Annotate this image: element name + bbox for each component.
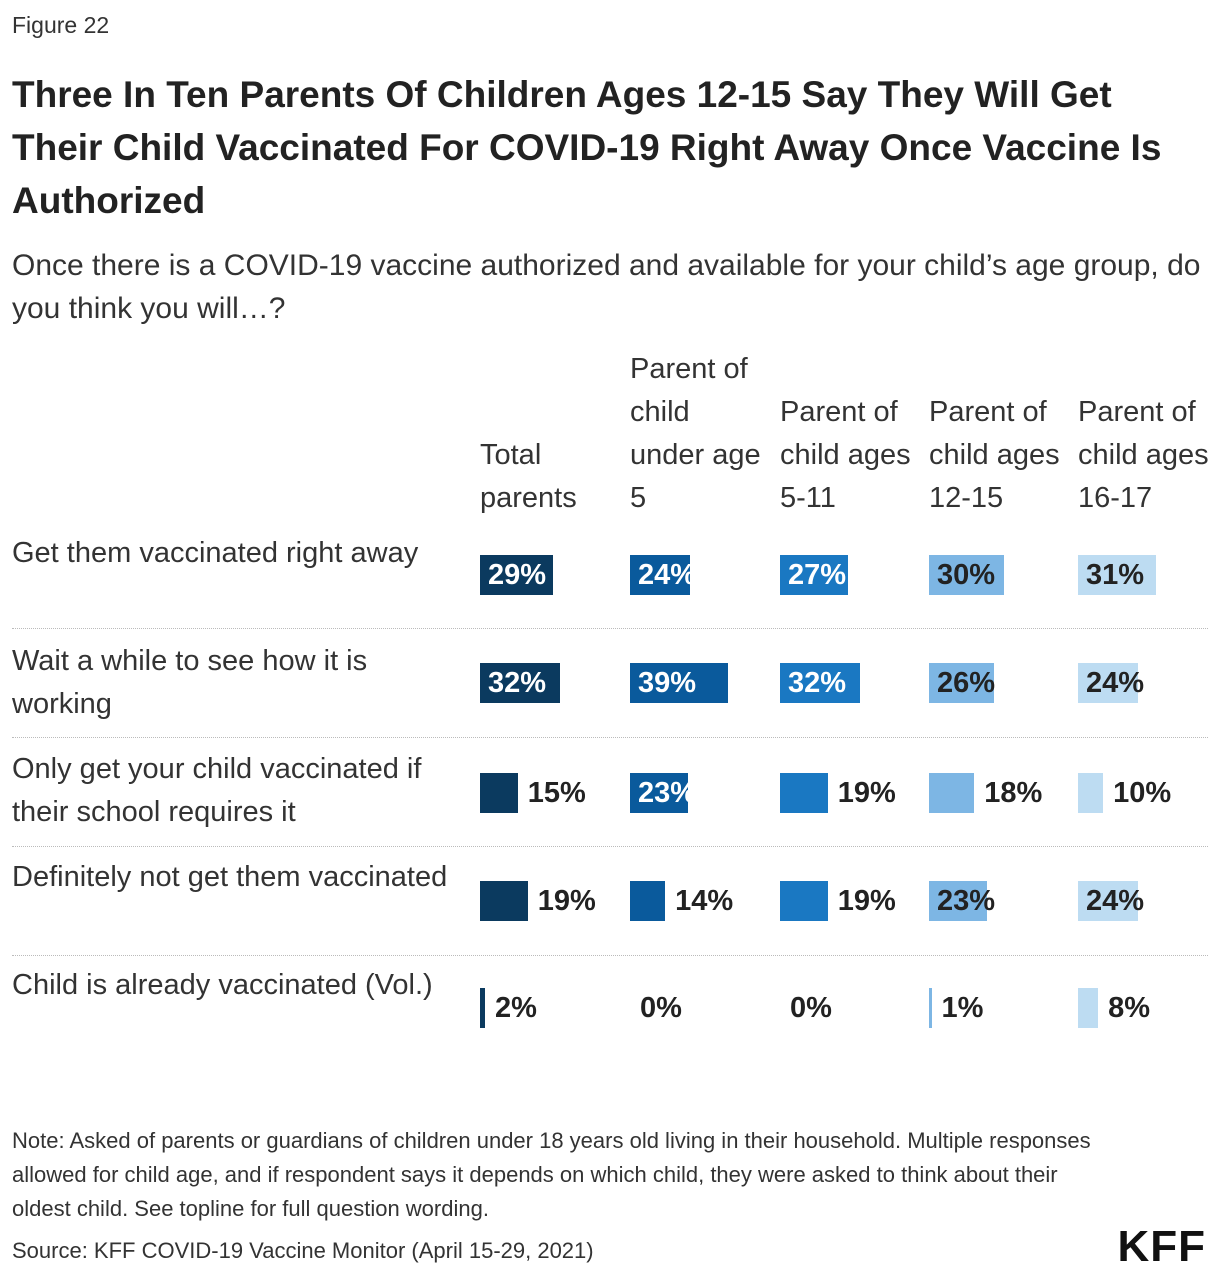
row-label: Child is already vaccinated (Vol.) xyxy=(12,969,433,1001)
bar xyxy=(1078,555,1156,595)
column-header-label: Parent of child ages 16-17 xyxy=(1078,396,1209,514)
bar xyxy=(929,988,932,1028)
bar xyxy=(1078,988,1099,1028)
bar-value-label: 32% xyxy=(788,667,847,699)
bar xyxy=(929,555,1005,595)
column-header-label: Parent of child ages 12-15 xyxy=(929,396,1060,514)
column-header: Parent of child ages 16-17 xyxy=(1078,350,1218,520)
bar-value-label: 14% xyxy=(675,885,734,917)
column-header-label: Total parents xyxy=(480,439,577,514)
bar xyxy=(480,988,486,1028)
bar-value-label: 15% xyxy=(527,777,586,809)
bar xyxy=(480,881,528,921)
bar xyxy=(630,663,728,703)
bar-value-label: 30% xyxy=(937,559,996,591)
bar xyxy=(1078,773,1104,813)
bar xyxy=(780,773,828,813)
bar xyxy=(480,555,553,595)
bar-value-label: 31% xyxy=(1086,559,1145,591)
row-divider xyxy=(12,737,1208,738)
row-label: Get them vaccinated right away xyxy=(12,537,419,569)
row-divider xyxy=(12,846,1208,847)
bar xyxy=(1078,881,1139,921)
bar xyxy=(780,663,861,703)
bar-value-label: 24% xyxy=(638,559,697,591)
chart-note: Note: Asked of parents or guardians of c… xyxy=(12,1128,1091,1221)
column-header: Parent of child ages 5-11 xyxy=(780,350,920,520)
bar-value-label: 27% xyxy=(788,559,847,591)
row-label: Only get your child vaccinated if their … xyxy=(12,753,422,828)
column-header-label: Parent of child ages 5-11 xyxy=(780,396,911,514)
bar xyxy=(780,555,848,595)
bar-value-label: 8% xyxy=(1108,992,1151,1024)
bar xyxy=(929,663,995,703)
bar-value-label: 19% xyxy=(537,885,596,917)
figure-label: Figure 22 xyxy=(12,12,110,38)
bar xyxy=(630,773,688,813)
bar xyxy=(929,773,975,813)
bar-value-label: 24% xyxy=(1086,667,1145,699)
bar-value-label: 19% xyxy=(837,885,896,917)
row-label: Wait a while to see how it is working xyxy=(12,645,368,720)
bar xyxy=(1078,663,1139,703)
bar xyxy=(630,881,666,921)
bar-value-label: 19% xyxy=(837,777,896,809)
kff-logo: KFF xyxy=(1117,1222,1206,1271)
bar-value-label: 39% xyxy=(638,667,697,699)
row-divider xyxy=(12,955,1208,956)
chart-title: Three In Ten Parents Of Children Ages 12… xyxy=(12,74,1162,221)
bar-value-label: 0% xyxy=(640,992,682,1024)
bar-value-label: 18% xyxy=(984,777,1043,809)
bar-value-label: 29% xyxy=(488,559,547,591)
bar-value-label: 10% xyxy=(1113,777,1172,809)
bar-value-label: 0% xyxy=(790,992,832,1024)
row-label: Definitely not get them vaccinated xyxy=(12,861,448,893)
column-header: Total parents xyxy=(480,350,620,520)
bar-value-label: 2% xyxy=(495,992,537,1024)
column-header-label: Parent of child under age 5 xyxy=(630,353,761,514)
column-header: Parent of child ages 12-15 xyxy=(929,350,1069,520)
bar-value-label: 23% xyxy=(937,885,996,917)
bar xyxy=(929,881,987,921)
bar-value-label: 32% xyxy=(488,667,547,699)
bar xyxy=(630,555,691,595)
row-divider xyxy=(12,628,1208,629)
bar-value-label: 23% xyxy=(638,777,697,809)
bar xyxy=(480,773,518,813)
chart-subtitle: Once there is a COVID-19 vaccine authori… xyxy=(12,249,1201,325)
bar xyxy=(780,881,828,921)
column-header: Parent of child under age 5 xyxy=(630,350,770,520)
bar-value-label: 24% xyxy=(1086,885,1145,917)
chart-source: Source: KFF COVID-19 Vaccine Monitor (Ap… xyxy=(12,1238,594,1263)
bar-value-label: 1% xyxy=(941,992,984,1024)
bar-value-label: 26% xyxy=(937,667,996,699)
bar xyxy=(480,663,561,703)
